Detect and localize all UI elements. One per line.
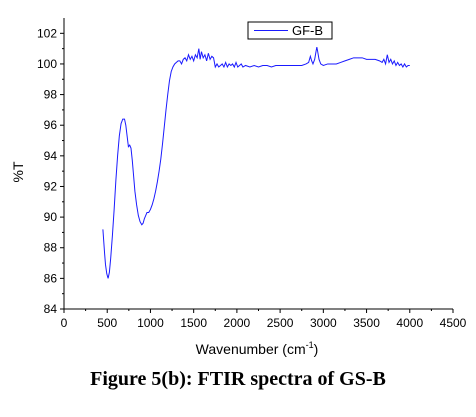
x-tick-label: 4500	[440, 316, 467, 330]
series-gf-b-line	[102, 47, 410, 279]
x-tick-label: 2000	[224, 316, 251, 330]
x-tick-label: 1500	[180, 316, 207, 330]
y-axis-ticks: 84 86 88 90 92 94 96 98 100 102	[37, 26, 64, 316]
legend-label-gf-b: GF-B	[292, 23, 323, 38]
y-tick-label: 88	[44, 241, 58, 255]
y-axis-title: %T	[10, 161, 26, 182]
x-axis-title-close: )	[314, 341, 319, 357]
y-tick-label: 102	[37, 26, 57, 40]
x-tick-label: 0	[61, 316, 68, 330]
y-tick-label: 94	[44, 149, 58, 163]
x-tick-label: 4000	[396, 316, 423, 330]
y-tick-label: 84	[44, 302, 58, 316]
x-axis-title-superscript: -1	[306, 340, 314, 350]
y-tick-label: 92	[44, 179, 58, 193]
x-tick-label: 3500	[353, 316, 380, 330]
figure-caption: Figure 5(b): FTIR spectra of GS-B	[90, 368, 386, 390]
x-tick-label: 500	[97, 316, 117, 330]
y-tick-label: 96	[44, 118, 58, 132]
legend: GF-B	[247, 21, 333, 40]
legend-box	[247, 21, 333, 40]
x-axis-ticks: 0 500 1000 1500 2000 2500 3000 3500 4000 4500	[61, 309, 467, 330]
x-axis-title-main: Wavenumber (cm	[196, 341, 306, 357]
y-tick-label: 98	[44, 88, 58, 102]
y-tick-label: 86	[44, 271, 58, 285]
x-tick-label: 2500	[267, 316, 294, 330]
ftir-chart: 84 86 88 90 92 94 96 98 100 102 0 500 1000 1500 2000 2…	[10, 18, 467, 357]
y-tick-label: 90	[44, 210, 58, 224]
y-tick-label: 100	[37, 57, 57, 71]
x-axis-title: Wavenumber (cm-1)	[196, 340, 319, 357]
x-tick-label: 3000	[310, 316, 337, 330]
x-tick-label: 1000	[137, 316, 164, 330]
